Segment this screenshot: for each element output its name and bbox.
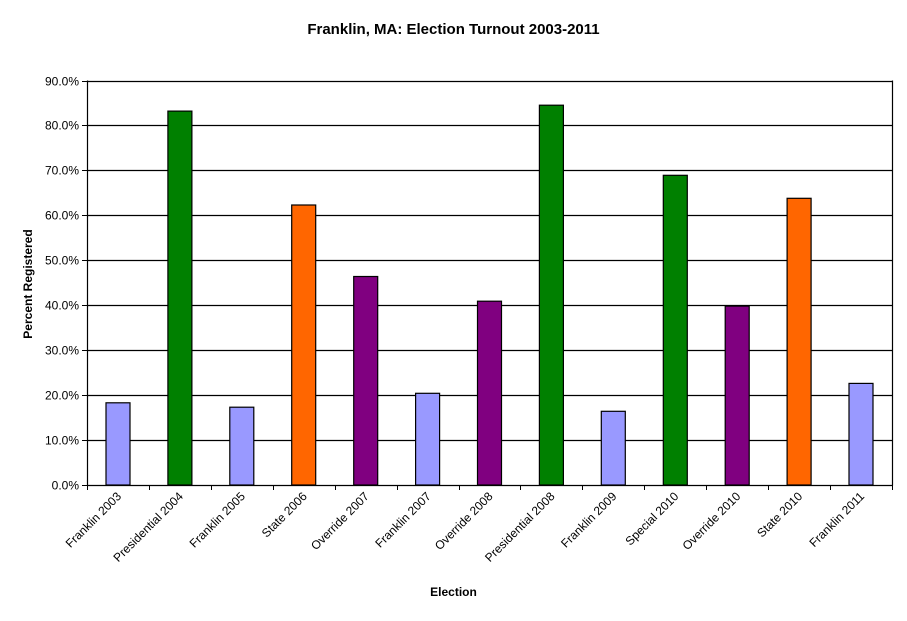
y-tick-label: 60.0% [45, 209, 79, 223]
y-tick-label: 10.0% [45, 434, 79, 448]
y-tick-label: 20.0% [45, 389, 79, 403]
y-tick-label: 50.0% [45, 254, 79, 268]
chart-title: Franklin, MA: Election Turnout 2003-2011 [307, 21, 600, 38]
y-tick-label: 40.0% [45, 299, 79, 313]
axes [86, 80, 894, 487]
x-tick-label: State 2006 [259, 489, 310, 540]
x-tick-label: Override 2010 [680, 489, 744, 553]
bar [105, 402, 131, 486]
x-tick-label: State 2010 [754, 489, 805, 540]
y-tick-label: 80.0% [45, 119, 79, 133]
gridlines [87, 80, 892, 442]
x-tick-label: Special 2010 [622, 489, 681, 548]
x-tick-label: Override 2007 [308, 489, 372, 553]
bar [476, 300, 503, 486]
x-tick-label: Franklin 2007 [372, 489, 434, 551]
bar [724, 305, 750, 486]
bar [291, 204, 317, 486]
y-tick-label: 30.0% [45, 344, 79, 358]
bar [167, 110, 193, 486]
x-tick-label: Franklin 2003 [63, 489, 125, 551]
bar [848, 382, 874, 486]
bar [229, 406, 255, 486]
bar [786, 197, 812, 486]
bar [353, 275, 379, 486]
y-tick-label: 90.0% [45, 75, 79, 89]
bar [662, 174, 688, 486]
bar [600, 410, 626, 486]
x-tick-label: Franklin 2011 [806, 489, 867, 550]
y-tick-label: 70.0% [45, 164, 79, 178]
y-axis-ticks: 0.0% 10.0% 20.0% 30.0% 40.0% 50.0% 60.0% 70.0% 8… [45, 75, 87, 493]
x-tick-label: Franklin 2009 [558, 489, 620, 551]
bar [415, 392, 441, 486]
x-axis-label: Election [430, 585, 477, 599]
bar [538, 104, 565, 486]
bars [105, 104, 874, 486]
x-tick-label: Franklin 2005 [187, 489, 249, 551]
x-tick-label: Override 2008 [432, 489, 496, 553]
y-tick-label: 0.0% [52, 479, 80, 493]
